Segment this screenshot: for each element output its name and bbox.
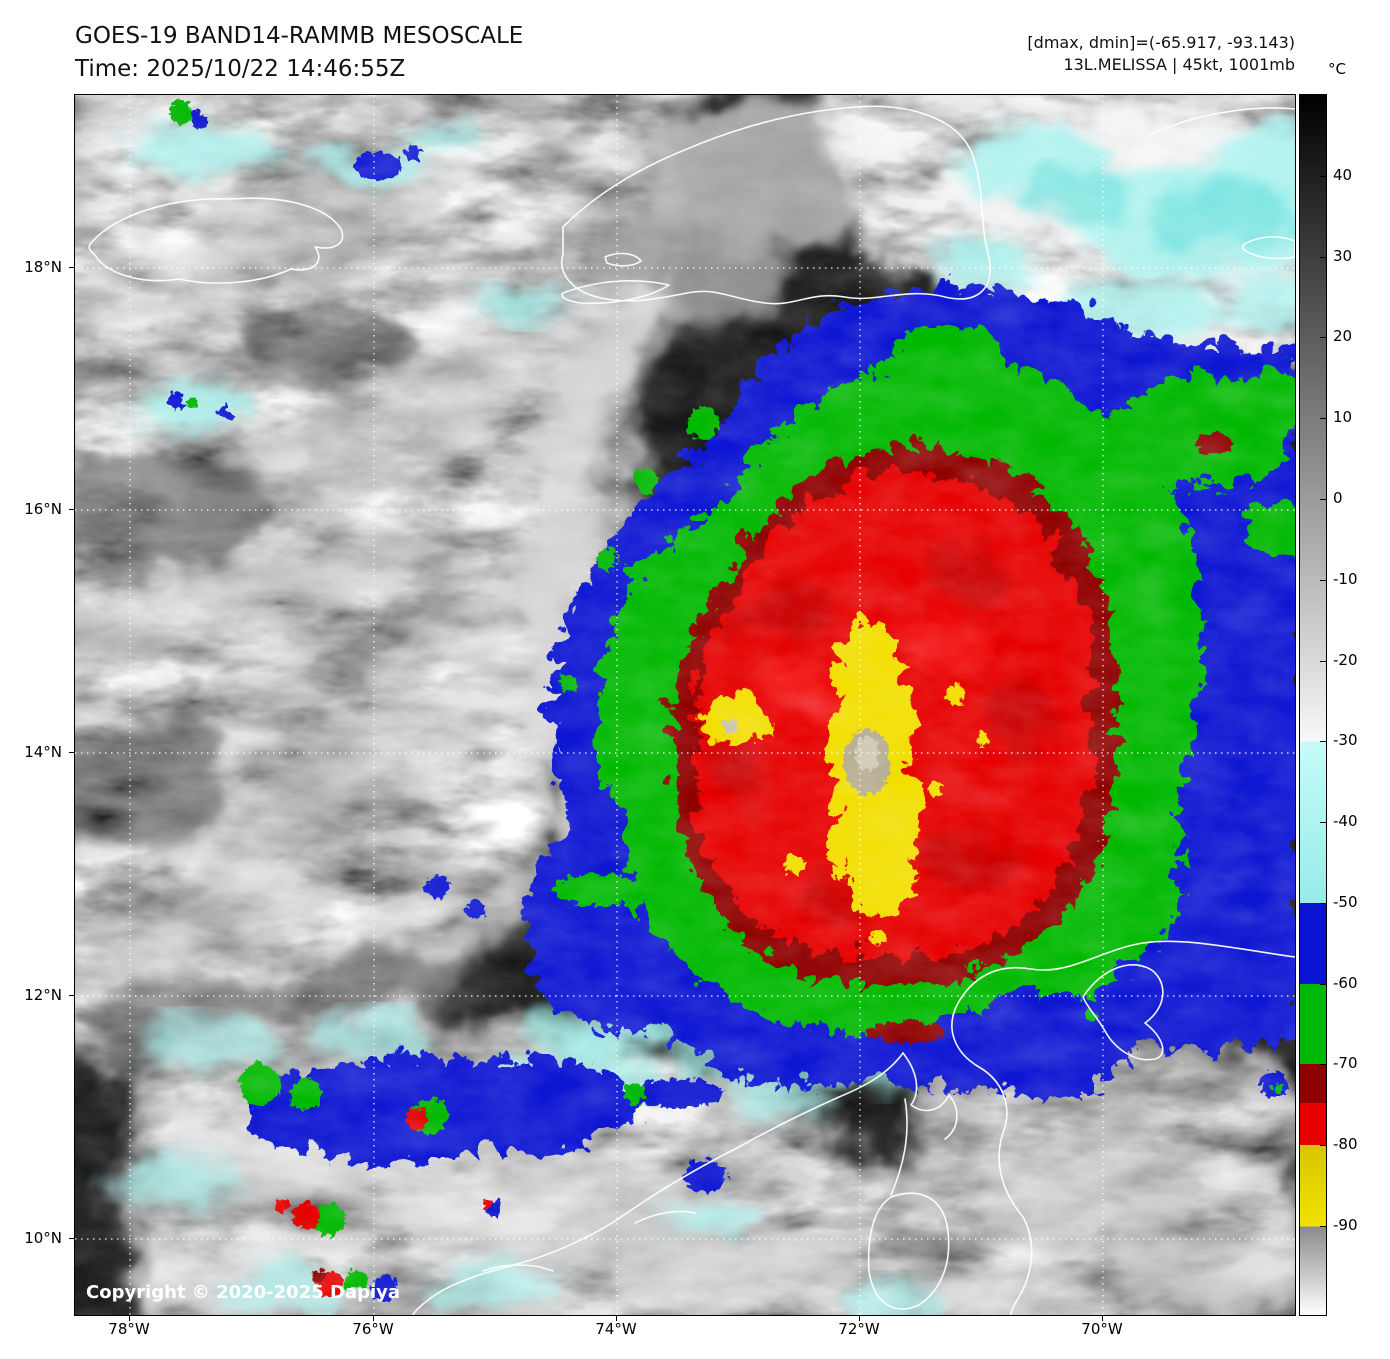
coastline-east-island — [1242, 236, 1295, 260]
colorbar — [1299, 94, 1327, 1316]
coastline-lake-maracaibo — [867, 1192, 950, 1310]
longitude-axis: 78°W 76°W 74°W 72°W 70°W — [74, 1320, 1294, 1344]
colorbar-tick-label: -10 — [1333, 570, 1358, 588]
colorbar-tick-label: -60 — [1333, 974, 1358, 992]
colorbar-unit-label: °C — [1328, 60, 1346, 78]
satellite-map: Copyright © 2020-2025 Dapiya — [74, 94, 1296, 1316]
header-info-block: [dmax, dmin]=(-65.917, -93.143) 13L.MELI… — [1027, 32, 1295, 76]
lat-label: 10°N — [24, 1229, 62, 1247]
coastline-paraguana — [1082, 963, 1164, 1061]
colorbar-tick-label: 0 — [1333, 489, 1343, 507]
lon-label: 76°W — [352, 1320, 394, 1338]
colorbar-tick-label: 20 — [1333, 327, 1353, 345]
colorbar-tick-label: -90 — [1333, 1216, 1358, 1234]
lon-label: 72°W — [838, 1320, 880, 1338]
colorbar-tick-label: -20 — [1333, 651, 1358, 669]
coastline-jamaica — [88, 197, 344, 284]
coastline-fragment-2 — [634, 1210, 696, 1224]
copyright-text: Copyright © 2020-2025 Dapiya — [86, 1282, 401, 1303]
coastline-maracaibo-strait — [890, 1098, 908, 1196]
coastline-gonave — [604, 252, 642, 267]
colorbar-tick-label: 10 — [1333, 408, 1353, 426]
lat-label: 16°N — [24, 500, 62, 518]
colorbar-tick-label: -80 — [1333, 1135, 1358, 1153]
coastline-top-right — [1149, 107, 1295, 136]
colorbar-tick-label: -40 — [1333, 812, 1358, 830]
lat-label: 14°N — [24, 743, 62, 761]
lon-label: 70°W — [1081, 1320, 1123, 1338]
coastlines — [88, 105, 1295, 1315]
coastline-tiburon — [561, 280, 670, 305]
colorbar-tick-label: 30 — [1333, 247, 1353, 265]
colorbar-tick-labels: 40 30 20 10 0 -10 -20 -30 -40 -50 -60 -7… — [1333, 94, 1390, 1314]
colorbar-tick-label: -30 — [1333, 731, 1358, 749]
lat-label: 12°N — [24, 986, 62, 1004]
coastline-colombia — [412, 1052, 904, 1315]
dmax-dmin-readout: [dmax, dmin]=(-65.917, -93.143) — [1027, 33, 1295, 52]
storm-info-readout: 13L.MELISSA | 45kt, 1001mb — [1063, 55, 1295, 74]
product-title: GOES-19 BAND14-RAMMB MESOSCALE — [75, 23, 524, 49]
header-title-block: GOES-19 BAND14-RAMMB MESOSCALE Time: 202… — [75, 20, 523, 86]
satellite-image — [75, 95, 1295, 1315]
lon-label: 74°W — [595, 1320, 637, 1338]
latitude-axis: 18°N 16°N 14°N 12°N 10°N — [0, 94, 66, 1314]
product-time: Time: 2025/10/22 14:46:55Z — [75, 56, 406, 82]
coastline-fragment-1 — [482, 1264, 554, 1272]
coastline-hispaniola — [560, 105, 991, 305]
coastline-south-america — [951, 940, 1295, 1315]
coastline-guajira — [902, 1052, 958, 1140]
colorbar-tick-label: -50 — [1333, 893, 1358, 911]
colorbar-tick-label: -70 — [1333, 1054, 1358, 1072]
colorbar-tick-label: 40 — [1333, 166, 1353, 184]
noise-texture — [75, 95, 1295, 1315]
lat-label: 18°N — [24, 258, 62, 276]
lon-label: 78°W — [108, 1320, 150, 1338]
